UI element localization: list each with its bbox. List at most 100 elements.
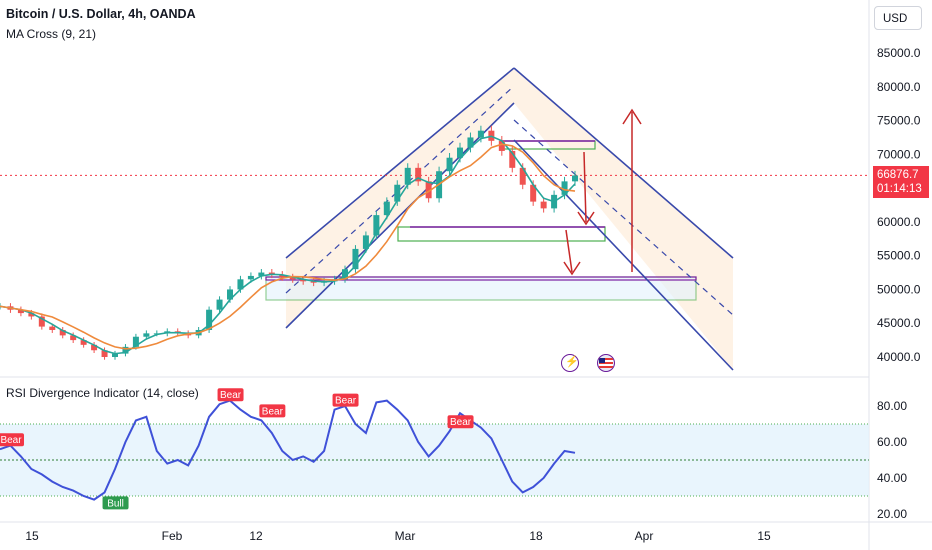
candle-body bbox=[132, 336, 139, 347]
candle-body bbox=[373, 215, 380, 236]
candle-body bbox=[247, 275, 254, 280]
candle-body bbox=[91, 344, 98, 351]
candle-body bbox=[206, 309, 213, 330]
bear-label-box bbox=[332, 393, 359, 407]
bull-label: Bull bbox=[107, 498, 124, 509]
bear-label-box bbox=[447, 415, 474, 429]
candle-body bbox=[310, 281, 317, 283]
price-tick-label: 75000.0 bbox=[877, 114, 921, 128]
candle-body bbox=[122, 346, 129, 354]
channel-upper-rise bbox=[285, 67, 515, 259]
candle-body bbox=[258, 272, 265, 276]
candle-body bbox=[112, 353, 118, 357]
current-price-value: 66876.7 bbox=[877, 169, 919, 181]
bear-label: Bear bbox=[220, 390, 242, 401]
candle-body bbox=[572, 175, 578, 182]
rsi-divergence-labels: Bear Bear Bear Bear Bear Bull bbox=[0, 388, 474, 510]
ma-fast-path bbox=[0, 135, 576, 355]
price-tick-label: 45000.0 bbox=[877, 316, 921, 330]
candle-body bbox=[383, 201, 390, 216]
bull-label-box bbox=[102, 496, 129, 510]
candle-body bbox=[101, 350, 108, 357]
channel-mid-rise bbox=[285, 85, 515, 294]
candle-body bbox=[279, 274, 286, 278]
candle-body bbox=[28, 313, 35, 317]
bear-label: Bear bbox=[262, 406, 284, 417]
candle-body bbox=[227, 289, 233, 300]
candle-body bbox=[70, 335, 77, 341]
price-tick-label: 70000.0 bbox=[877, 147, 921, 161]
candle-body bbox=[143, 333, 150, 337]
candle-body bbox=[530, 184, 537, 202]
bear-label-box bbox=[217, 388, 244, 402]
time-axis[interactable]: 15 Feb 12 Mar 18 Apr 15 bbox=[25, 529, 771, 543]
candle-body bbox=[49, 326, 56, 330]
price-tick-label: 60000.0 bbox=[877, 215, 921, 229]
candle-body bbox=[289, 277, 296, 280]
time-tick-label: Apr bbox=[635, 529, 654, 543]
channel-upper-fall bbox=[513, 67, 734, 259]
current-price-tag: 66876.7 01:14:13 bbox=[873, 166, 929, 198]
time-tick-label: Feb bbox=[162, 529, 183, 543]
candle-body bbox=[352, 248, 359, 270]
rsi-line bbox=[0, 399, 576, 501]
chart-title[interactable]: Bitcoin / U.S. Dollar, 4h, OANDA bbox=[6, 7, 196, 21]
channel-mid-fall bbox=[513, 119, 734, 316]
rsi-tick-label: 80.00 bbox=[877, 399, 907, 413]
candle-body bbox=[300, 279, 307, 282]
time-tick-label: 12 bbox=[249, 529, 263, 543]
lightning-icon[interactable] bbox=[561, 354, 579, 372]
bear-label: Bear bbox=[0, 435, 22, 446]
candle-body bbox=[80, 340, 87, 345]
time-tick-label: 18 bbox=[529, 529, 543, 543]
bear-label: Bear bbox=[450, 417, 472, 428]
candle-body bbox=[362, 235, 369, 249]
candle-body bbox=[561, 181, 568, 195]
ma-fast-line bbox=[0, 135, 576, 355]
bear-label-box bbox=[0, 433, 24, 447]
price-tick-label: 80000.0 bbox=[877, 80, 921, 94]
candle-body bbox=[342, 269, 348, 280]
rsi-indicator-label[interactable]: RSI Divergence Indicator (14, close) bbox=[6, 386, 199, 400]
time-tick-label: 15 bbox=[757, 529, 771, 543]
candle-body bbox=[519, 167, 526, 185]
candle-body bbox=[498, 140, 505, 151]
rsi-tick-label: 20.00 bbox=[877, 507, 907, 521]
candle-body bbox=[446, 157, 453, 172]
candle-body bbox=[17, 309, 24, 314]
candle-body bbox=[425, 181, 432, 199]
price-tick-label: 85000.0 bbox=[877, 46, 921, 60]
bear-label-box bbox=[259, 404, 286, 418]
support-zone-top bbox=[265, 276, 697, 281]
price-tick-label: 40000.0 bbox=[877, 350, 921, 364]
candle-body bbox=[237, 279, 244, 290]
ma-slow-line bbox=[0, 143, 576, 350]
candle-body bbox=[457, 147, 463, 158]
candle-body bbox=[404, 167, 411, 185]
bar-countdown: 01:14:13 bbox=[877, 183, 922, 195]
rsi-band bbox=[0, 424, 869, 496]
rsi-levels bbox=[0, 423, 869, 497]
candle-body bbox=[540, 201, 547, 209]
candle-body bbox=[216, 299, 223, 310]
rsi-axis[interactable]: 20.00 40.00 60.00 80.00 bbox=[877, 399, 907, 521]
candle-body bbox=[59, 329, 66, 336]
rsi-tick-label: 60.00 bbox=[877, 435, 907, 449]
rsi-series bbox=[0, 399, 576, 501]
candle-body bbox=[477, 130, 484, 138]
candle-body bbox=[509, 150, 516, 168]
currency-button[interactable]: USD bbox=[874, 6, 922, 30]
indicator-label[interactable]: MA Cross (9, 21) bbox=[6, 27, 97, 41]
channel-lower-fall bbox=[513, 139, 734, 371]
channel-lower-rise bbox=[285, 102, 515, 329]
candle-body bbox=[38, 316, 45, 327]
us-flag-icon[interactable] bbox=[597, 354, 615, 372]
projection-arrows bbox=[563, 108, 642, 276]
price-tick-label: 55000.0 bbox=[877, 249, 921, 263]
candle-body bbox=[394, 184, 401, 202]
rsi-tick-label: 40.00 bbox=[877, 471, 907, 485]
ma-slow-path bbox=[0, 143, 576, 350]
price-tick-label: 50000.0 bbox=[877, 282, 921, 296]
time-tick-label: Mar bbox=[395, 529, 416, 543]
